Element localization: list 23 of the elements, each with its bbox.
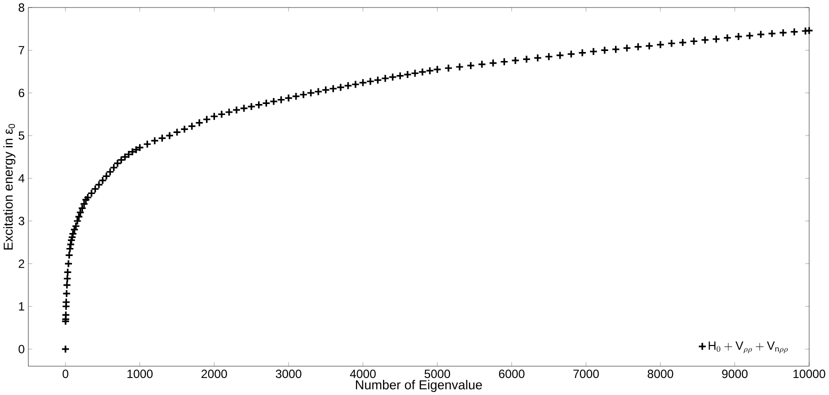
x-tick-label: 1000 (128, 370, 153, 378)
legend-label: $\mathrm{H}_{0}+\mathrm{V}_{\rho\rho}+\mathrm{V}_{\mathrm{n}\rho\rho}$ (708, 341, 788, 354)
x-axis-title: Number of Eigenvalue (356, 380, 482, 392)
x-tick-label: 10000 (794, 370, 826, 378)
x-tick-label: 4000 (350, 370, 376, 378)
y-tick-label: 8 (18, 3, 24, 12)
y-tick-label: 4 (18, 174, 24, 182)
x-tick-label: 7000 (573, 370, 599, 378)
y-axis-title: Excitation energy in ε$_{0}$ (3, 124, 16, 250)
x-tick-label: 2000 (202, 370, 227, 378)
x-tick-label: 3000 (276, 370, 302, 378)
x-tick-label: 0 (62, 370, 68, 378)
y-tick-label: 0 (18, 344, 24, 354)
y-tick-label: 1 (19, 302, 24, 310)
x-tick-label: 6000 (499, 370, 524, 378)
y-tick-label: 6 (18, 88, 24, 97)
x-tick-label: 8000 (648, 370, 674, 378)
y-tick-label: 2 (18, 259, 24, 268)
x-tick-label: 9000 (722, 370, 748, 378)
x-tick-label: 5000 (424, 370, 450, 378)
y-tick-label: 7 (18, 46, 24, 54)
y-tick-label: 5 (18, 131, 24, 140)
y-tick-label: 3 (18, 216, 24, 226)
